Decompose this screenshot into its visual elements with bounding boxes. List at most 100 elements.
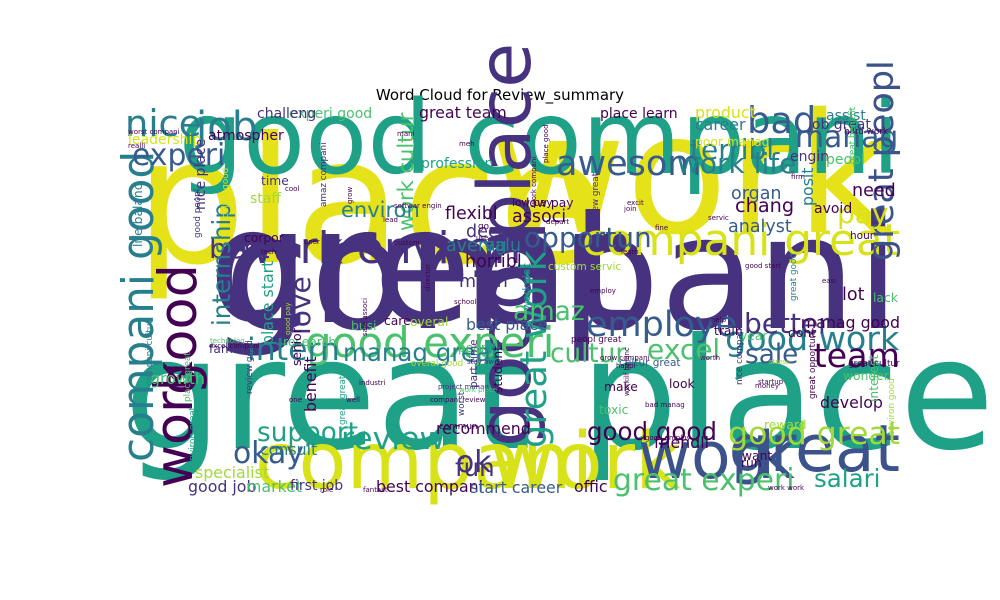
word-good-employ: good employ xyxy=(645,434,691,442)
word-terribl: terribl xyxy=(690,133,774,166)
word-cultur: cultur xyxy=(550,339,626,369)
word-workilf-balanc: workilf balanc xyxy=(623,347,631,396)
word-recommend: recommend xyxy=(436,419,531,438)
word-better: better xyxy=(744,307,830,340)
word-softwar-engin: softwar engin xyxy=(394,202,442,210)
word-sale-associ: sale associ xyxy=(361,298,369,336)
word-place-start: place start xyxy=(258,261,277,345)
word-good-peopl: good peopl xyxy=(193,189,203,238)
word-chang: chang xyxy=(735,194,794,217)
word-best-compani: best compani xyxy=(376,477,483,496)
word-career: career xyxy=(695,115,746,134)
word-train: train xyxy=(714,324,743,338)
word-meh: meh xyxy=(459,140,475,148)
word-fantast: fantast xyxy=(363,486,388,494)
word-well: well xyxy=(346,396,360,404)
word-associ: associ xyxy=(512,207,566,227)
word-sale: sale xyxy=(745,340,798,370)
word-servic: servic xyxy=(708,214,729,222)
word-fun: fun xyxy=(455,453,495,482)
word-part-time: part time xyxy=(468,339,480,388)
word-custom: custom xyxy=(394,239,420,247)
word-stay-away: stay away xyxy=(467,358,503,366)
word-good-compani: good compani xyxy=(179,79,900,197)
word-place-good: place good xyxy=(542,124,550,163)
word-overal: overal xyxy=(410,315,448,329)
word-manag: manag xyxy=(795,120,898,155)
word-specialist: specialist xyxy=(195,463,269,482)
word-nice-place: nice place xyxy=(193,139,209,210)
word-good-pay: good pay xyxy=(284,302,292,335)
word-poor: poor xyxy=(458,341,487,355)
word-experi-good: experi good xyxy=(289,106,372,122)
word-compani-good: compani good xyxy=(113,151,164,462)
word-peopl: peopl xyxy=(826,152,865,168)
word-nice-compani: nice compani xyxy=(735,326,745,385)
word-amaz-compani: amaz compani xyxy=(319,142,329,207)
word-go: go xyxy=(478,222,489,232)
word-pay: pay xyxy=(837,197,889,230)
word-toxic: toxic xyxy=(599,403,628,417)
word-work: work xyxy=(490,415,681,507)
word-place-great: place great xyxy=(183,352,193,402)
word-support: support xyxy=(257,418,358,448)
word-analyst: analyst xyxy=(728,217,792,237)
word-depart: depart xyxy=(546,218,569,226)
word-mani: mani xyxy=(397,130,415,138)
word-year: year xyxy=(740,329,768,343)
word-learn: learn xyxy=(621,248,639,256)
word-employ: employ xyxy=(590,287,616,295)
word-much: much xyxy=(459,272,508,292)
word-work: work xyxy=(490,79,892,272)
word-opportun: opportun xyxy=(524,221,652,254)
word-industri: industri xyxy=(359,379,386,387)
word-great-opportun: great opportun xyxy=(808,333,818,399)
word-firm: firm xyxy=(791,173,805,181)
word-intern: intern xyxy=(247,332,340,368)
word-technolog: technolog xyxy=(210,337,245,345)
word-good-good: good good xyxy=(587,417,717,446)
word-compani-great: compani great xyxy=(582,215,900,266)
word-work-work: work work xyxy=(768,484,805,492)
word-poor-manag: poor manag xyxy=(695,135,769,149)
word-good-experi: good experi xyxy=(305,318,554,367)
word-research: research xyxy=(283,335,336,349)
word-reward: reward xyxy=(764,418,807,432)
word-work-cultur: work cultur xyxy=(394,112,418,231)
word-worst-compani: worst compani xyxy=(128,128,180,136)
word-manag-good: manag good xyxy=(801,313,900,332)
word-compani-cultur: compani cultur xyxy=(145,320,155,386)
word-low-pay: low pay xyxy=(526,196,574,210)
word-need: need xyxy=(852,181,896,201)
word-one: one xyxy=(289,396,302,404)
word-wonder: wonder xyxy=(843,369,890,383)
word-experi: experi xyxy=(132,138,225,173)
word-profession: profession xyxy=(421,156,493,172)
word-great: great xyxy=(729,412,900,487)
word-excel-compani: excel compani xyxy=(209,342,260,350)
word-great-peopl: great peopl xyxy=(862,60,902,261)
word-flexibl: flexibl xyxy=(445,204,498,224)
word-director: director xyxy=(424,264,432,291)
word-compani: compani xyxy=(224,183,900,366)
word-bad: bad xyxy=(747,99,816,142)
word-time: time xyxy=(261,174,289,188)
word-role: role xyxy=(320,486,333,494)
word-help: help xyxy=(711,316,727,324)
word-great-work: great work xyxy=(512,249,555,448)
word-growth: growth xyxy=(150,369,205,388)
word-valu: valu xyxy=(484,236,521,256)
word-excel: excel xyxy=(647,333,720,366)
word-oper: oper xyxy=(304,238,320,246)
word-work-place: work place xyxy=(459,386,497,394)
word-benefit: benefit xyxy=(301,356,320,412)
word-great-good: great good xyxy=(789,253,799,301)
word-horribl: horribl xyxy=(465,252,522,272)
word-employe: employe xyxy=(586,305,737,345)
word-salari: salari xyxy=(814,464,880,493)
word-student: student xyxy=(491,346,505,393)
word-peopl-great: peopl great xyxy=(571,335,622,345)
word-okay: okay xyxy=(233,436,304,471)
word-stress: stress xyxy=(769,358,790,366)
